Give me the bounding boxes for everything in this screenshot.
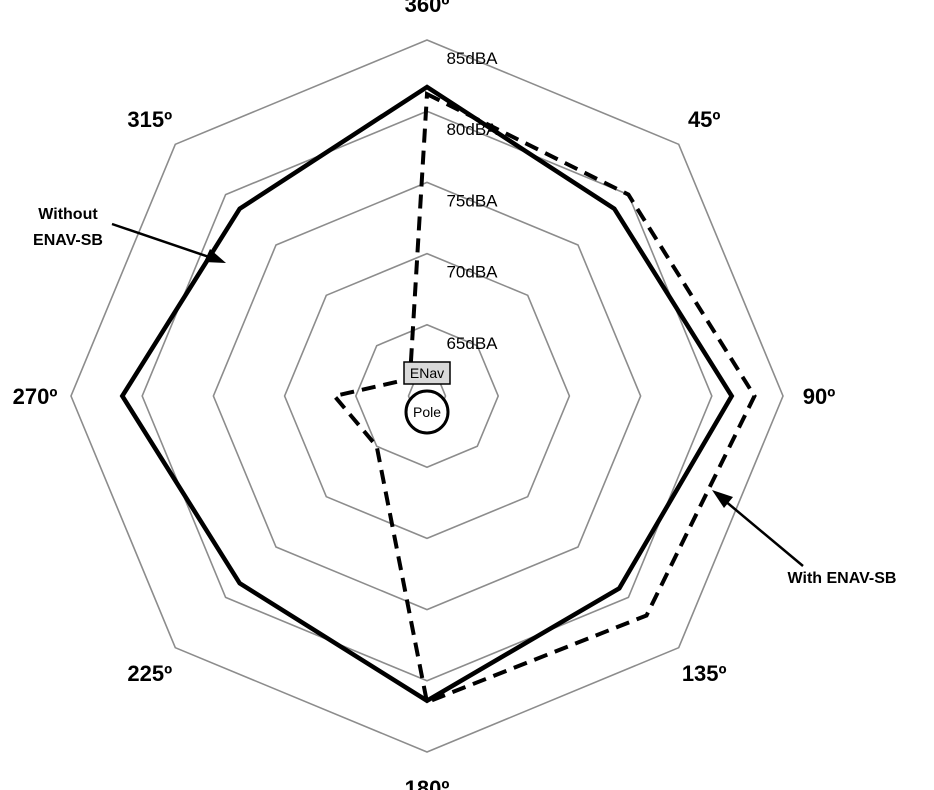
- annotation-without-line-2: ENAV-SB: [33, 232, 103, 249]
- angle-label-3: 135º: [682, 661, 727, 686]
- center-markers: ENav Pole: [403, 361, 451, 435]
- annotation-with: With ENAV-SB: [712, 490, 896, 587]
- angle-label-4: 180º: [405, 776, 450, 790]
- annotation-without-arrowhead: [204, 249, 226, 263]
- pole-circle: [404, 389, 450, 435]
- enav-box: [403, 361, 451, 385]
- ring-4: [141, 110, 713, 682]
- annotation-with-arrowhead: [712, 490, 733, 508]
- angle-label-6: 270º: [13, 384, 58, 409]
- angle-labels: 360º 45º 90º 135º 180º 225º 270º 315º: [13, 0, 836, 790]
- series-1-line: [330, 90, 757, 705]
- ring-label-0: 65dBA: [446, 334, 498, 353]
- angle-label-7: 315º: [127, 107, 172, 132]
- annotation-with-line-1: With ENAV-SB: [788, 570, 897, 587]
- angle-label-0: 360º: [405, 0, 450, 17]
- ring-label-1: 70dBA: [446, 263, 498, 282]
- annotation-without-arrow: [111, 222, 213, 260]
- annotation-without: Without ENAV-SB: [33, 206, 226, 263]
- ring-1: [354, 323, 500, 469]
- ring-label-2: 75dBA: [446, 191, 498, 210]
- ring-grid: [70, 39, 784, 753]
- angle-label-1: 45º: [688, 107, 721, 132]
- angle-label-5: 225º: [127, 661, 172, 686]
- pole-label: Pole: [413, 404, 441, 420]
- ring-2: [283, 252, 571, 540]
- annotation-with-arrow: [723, 499, 804, 567]
- ring-label-4: 85dBA: [446, 49, 498, 68]
- angle-label-2: 90º: [803, 384, 836, 409]
- ring-3: [212, 181, 642, 611]
- ring-5: [70, 39, 784, 753]
- series-layer: [119, 84, 757, 705]
- series-0-line: [119, 84, 735, 704]
- enav-label: ENav: [410, 365, 444, 381]
- annotation-without-line-1: Without: [38, 206, 98, 223]
